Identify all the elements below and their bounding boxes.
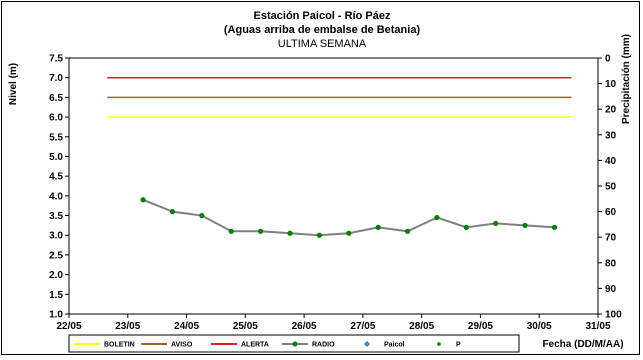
x-tick-label: 31/05	[585, 321, 610, 332]
legend-item-p: P	[437, 342, 461, 349]
y-tick-label: 7.5	[49, 54, 63, 65]
legend-label: P	[456, 342, 461, 349]
data-point	[551, 224, 558, 230]
legend-item-paicol: Paicol	[364, 341, 405, 349]
y2-tick-label: 90	[605, 284, 617, 295]
x-tick-label: 26/05	[292, 321, 317, 332]
y-tick-label: 4.0	[49, 191, 63, 202]
data-point	[434, 214, 440, 221]
data-point	[346, 230, 352, 236]
x-tick-label: 29/05	[468, 321, 493, 332]
y2-tick-label: 30	[605, 130, 617, 141]
y-tick-label: 6.0	[49, 113, 63, 124]
legend-label: Paicol	[384, 342, 405, 349]
y2-tick-label: 80	[605, 258, 617, 269]
y-tick-label: 3.0	[49, 231, 63, 242]
y2-tick-label: 20	[605, 105, 617, 116]
data-point	[404, 228, 411, 234]
y2-tick-label: 100	[605, 310, 622, 321]
y-axis-label: Nivel (m)	[8, 63, 19, 105]
y2-tick-label: 50	[605, 182, 617, 193]
x-tick-label: 22/05	[56, 321, 81, 332]
data-point	[375, 224, 381, 230]
data-point	[228, 228, 234, 234]
y-tick-label: 2.5	[49, 250, 63, 261]
y2-tick-label: 40	[605, 156, 617, 167]
legend-item-boletin: BOLETIN	[74, 342, 135, 349]
y2-axis-label: Precipitación (mm)	[621, 34, 632, 124]
data-point	[169, 209, 176, 215]
legend-marker	[292, 341, 298, 347]
data-point	[316, 232, 322, 238]
data-point	[199, 212, 205, 219]
chart-subtitle-2: ULTIMA SEMANA	[278, 38, 367, 50]
legend-item-aviso: AVISO	[141, 342, 193, 349]
x-tick-label: 23/05	[115, 321, 140, 332]
x-tick-label: 24/05	[174, 321, 199, 332]
legend-label: BOLETIN	[104, 342, 135, 349]
data-point	[140, 197, 146, 203]
data-point	[493, 220, 499, 227]
data-point	[258, 228, 264, 234]
data-point	[463, 224, 469, 230]
x-axis-label: Fecha (DD/M/AA)	[542, 339, 623, 350]
legend-label: RADIO	[312, 342, 335, 349]
y-tick-label: 6.5	[49, 93, 63, 104]
y2-tick-label: 70	[605, 233, 617, 244]
y-tick-label: 5.0	[49, 152, 63, 163]
legend-item-radio: RADIO	[282, 341, 335, 349]
y2-tick-label: 0	[605, 54, 611, 65]
y-tick-label: 4.5	[49, 172, 63, 183]
legend-label: ALERTA	[241, 342, 269, 349]
chart-title: Estación Paicol - Río Páez	[254, 10, 391, 22]
y-tick-label: 3.5	[49, 211, 63, 222]
y-tick-label: 7.0	[49, 73, 63, 84]
y-tick-label: 1.0	[49, 310, 63, 321]
y-tick-label: 2.0	[49, 270, 63, 281]
y-tick-label: 1.5	[49, 290, 63, 301]
chart-frame: Estación Paicol - Río Páez (Aguas arriba…	[1, 1, 640, 355]
data-point	[287, 230, 293, 236]
x-tick-label: 30/05	[527, 321, 552, 332]
legend-marker	[364, 341, 370, 347]
y2-tick-label: 10	[605, 79, 617, 90]
y2-tick-label: 60	[605, 207, 617, 218]
legend-item-alerta: ALERTA	[211, 342, 269, 349]
x-tick-label: 25/05	[233, 321, 258, 332]
data-point	[522, 222, 528, 228]
x-tick-label: 27/05	[350, 321, 375, 332]
legend-marker	[437, 342, 441, 346]
plot-area	[68, 57, 599, 315]
x-tick-label: 28/05	[409, 321, 434, 332]
chart-subtitle: (Aguas arriba de embalse de Betania)	[224, 24, 421, 36]
legend-label: AVISO	[171, 342, 193, 349]
y-tick-label: 5.5	[49, 132, 63, 143]
